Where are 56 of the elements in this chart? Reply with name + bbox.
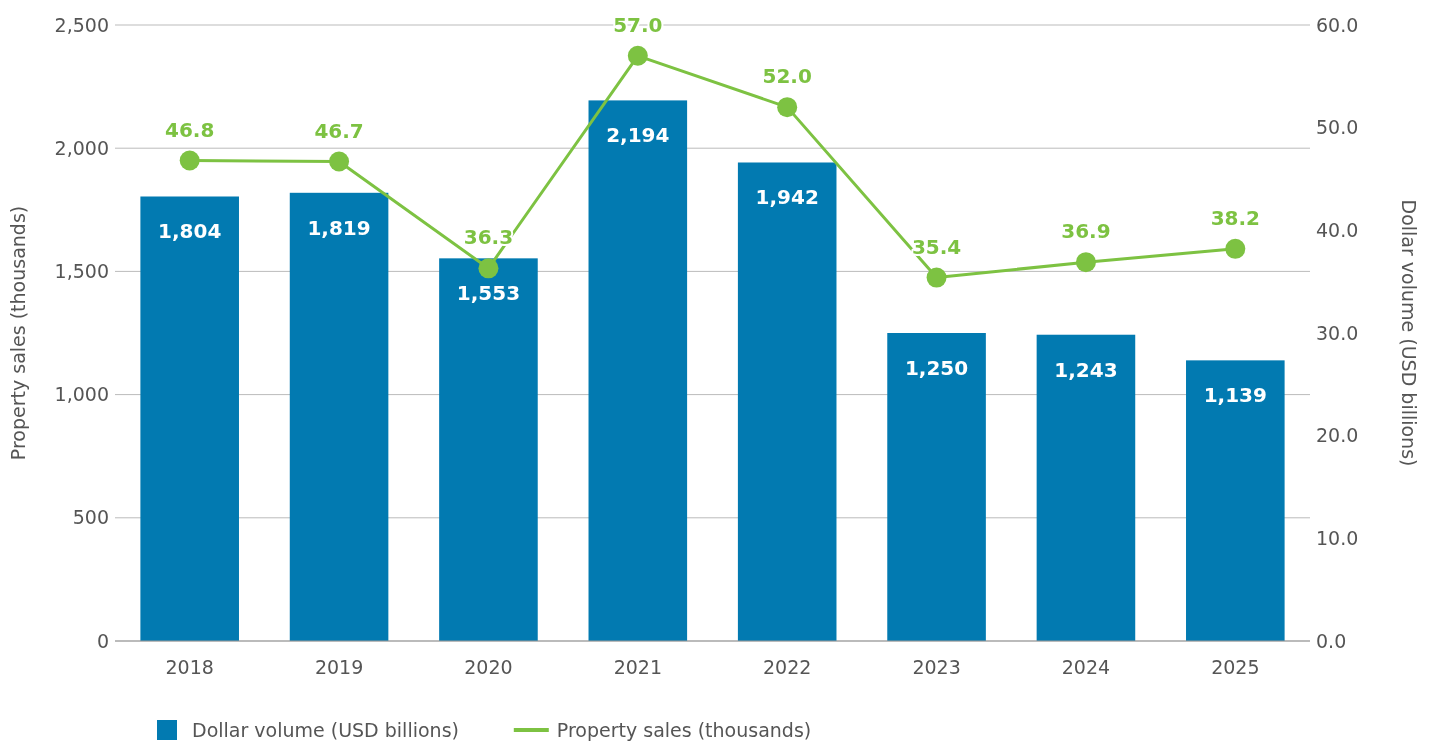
data-label: 46.7	[314, 118, 364, 143]
point	[1225, 238, 1246, 259]
data-label: 1,250	[904, 356, 969, 380]
x-tick-label: 2024	[1061, 656, 1111, 678]
y-tick-label: 1,500	[54, 260, 109, 283]
point	[329, 151, 350, 172]
data-label: 35.4	[911, 234, 962, 259]
legend-label: Dollar volume (USD billions)	[192, 718, 459, 741]
x-tick-label: 2020	[464, 656, 513, 678]
data-label: 1,819	[307, 215, 371, 240]
bar	[737, 162, 837, 641]
point	[1075, 252, 1096, 273]
y-tick-label: 1,000	[54, 383, 109, 406]
y2-tick-label: 50.0	[1316, 116, 1359, 139]
data-label: 1,804	[158, 219, 222, 244]
data-label: 1,243	[1054, 357, 1118, 382]
bar	[439, 258, 538, 641]
y2-axis-title: Dollar volume (USD billions)	[1398, 199, 1420, 467]
x-tick-label: 2019	[314, 656, 364, 678]
y-axis-title: Property sales (thousands)	[7, 205, 29, 461]
x-tick-label: 2023	[912, 656, 961, 678]
data-label: 46.8	[165, 117, 215, 142]
data-label: 2,194	[606, 123, 670, 148]
point	[627, 45, 648, 66]
point	[926, 267, 947, 288]
x-tick-label: 2025	[1211, 656, 1260, 678]
y2-tick-label: 20.0	[1316, 424, 1359, 447]
y2-tick-label: 30.0	[1316, 321, 1359, 344]
x-tick-label: 2018	[165, 656, 214, 678]
bar	[289, 192, 389, 641]
x-tick-label: 2021	[613, 656, 662, 678]
bar	[588, 100, 688, 641]
bar	[1036, 334, 1136, 641]
y2-tick-label: 10.0	[1316, 526, 1359, 549]
bar	[887, 333, 986, 641]
y2-tick-label: 40.0	[1316, 218, 1359, 241]
bar	[1186, 360, 1285, 641]
data-label: 36.9	[1061, 219, 1111, 244]
point	[179, 150, 200, 171]
data-label: 52.0	[762, 64, 812, 89]
legend-label: Property sales (thousands)	[556, 718, 812, 741]
data-label: 1,942	[755, 185, 819, 210]
y2-tick-label: 60.0	[1316, 13, 1359, 36]
point	[478, 258, 499, 279]
y-tick-label: 2,000	[54, 136, 109, 159]
x-tick-label: 2022	[763, 656, 812, 678]
bar	[140, 196, 239, 641]
y-tick-label: 500	[72, 506, 109, 529]
data-label: 1,139	[1203, 383, 1267, 408]
data-label: 57.0	[613, 12, 663, 37]
data-label: 38.2	[1210, 205, 1260, 230]
data-label: 1,553	[456, 281, 521, 306]
point	[777, 97, 798, 118]
y-tick-label: 0	[96, 629, 109, 652]
y2-tick-label: 0.0	[1316, 629, 1347, 652]
y-tick-label: 2,500	[54, 13, 109, 36]
